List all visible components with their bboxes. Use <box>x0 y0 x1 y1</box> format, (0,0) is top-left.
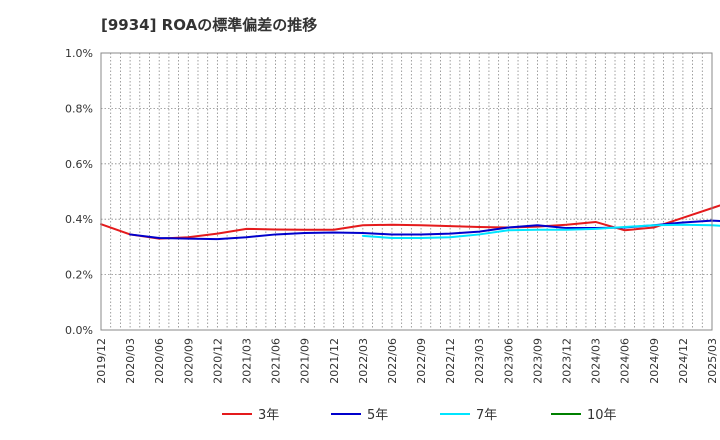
legend-label-2: 7年 <box>476 408 497 423</box>
y-tick-label: 1.0% <box>65 47 93 60</box>
x-tick-label: 2022/06 <box>386 338 399 384</box>
series-line-0 <box>100 204 720 240</box>
plot-area <box>101 53 712 330</box>
x-tick-label: 2021/03 <box>240 338 253 384</box>
grid <box>101 53 712 330</box>
y-tick-label: 0.0% <box>65 324 93 337</box>
axes: 0.0% 0.2% 0.4% 0.6% 0.8% 1.0% 2019/12 2020/03 20… <box>65 47 719 384</box>
x-tick-label: 2019/12 <box>95 338 108 384</box>
x-tick-label: 2024/09 <box>648 338 661 384</box>
y-tick-label: 0.4% <box>65 213 93 226</box>
x-tick-label: 2021/09 <box>299 338 312 384</box>
x-tick-label: 2022/09 <box>415 338 428 384</box>
legend-label-1: 5年 <box>367 408 388 423</box>
x-tick-label: 2021/12 <box>328 338 341 384</box>
x-tick-label: 2023/06 <box>502 338 515 384</box>
plot-border <box>100 52 713 331</box>
x-tick-label: 2021/06 <box>270 338 283 384</box>
x-tick-label: 2024/06 <box>619 338 632 384</box>
y-tick-label: 0.8% <box>65 102 93 115</box>
legend-label-0: 3年 <box>258 408 279 423</box>
series-lines <box>100 204 720 241</box>
legend-label-3: 10年 <box>587 408 617 423</box>
x-tick-label: 2020/06 <box>153 338 166 384</box>
series-line-2 <box>361 223 720 240</box>
x-tick-label: 2022/03 <box>357 338 370 384</box>
x-tick-label: 2023/12 <box>561 338 574 384</box>
x-tick-label: 2024/03 <box>590 338 603 384</box>
chart-title: [9934] ROAの標準偏差の推移 <box>101 16 318 34</box>
x-tick-label: 2023/03 <box>473 338 486 384</box>
y-tick-label: 0.2% <box>65 269 93 282</box>
x-tick-label: 2022/12 <box>444 338 457 384</box>
x-tick-label: 2020/09 <box>182 338 195 384</box>
x-tick-label: 2024/12 <box>677 338 690 384</box>
legend: 3年 5年 7年 10年 <box>222 408 617 423</box>
series-line-1 <box>129 219 720 241</box>
x-tick-label: 2025/03 <box>706 338 719 384</box>
y-tick-label: 0.6% <box>65 158 93 171</box>
x-tick-label: 2020/12 <box>211 338 224 384</box>
x-tick-label: 2020/03 <box>124 338 137 384</box>
x-tick-label: 2023/09 <box>531 338 544 384</box>
